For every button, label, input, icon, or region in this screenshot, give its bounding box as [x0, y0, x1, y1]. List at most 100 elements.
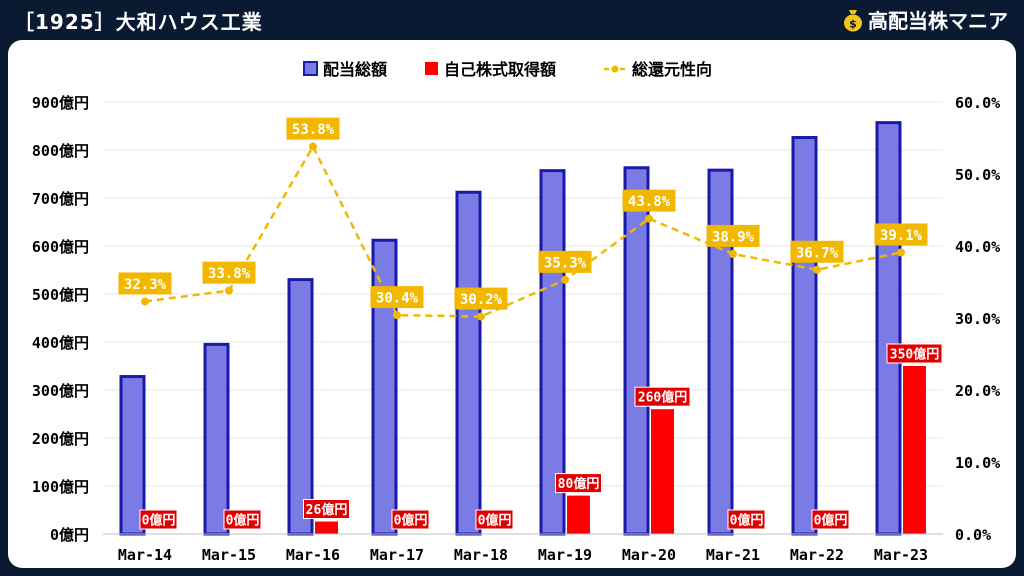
y-left-tick-label: 100億円	[32, 478, 89, 496]
y-left-tick-label: 300億円	[32, 382, 89, 400]
bar-dividend-total	[875, 121, 902, 536]
bar-dividend-total	[371, 238, 398, 536]
ratio-label: 36.7%	[796, 245, 839, 261]
buyback-label-bg	[391, 509, 430, 530]
brand: $ 高配当株マニア	[842, 5, 1008, 34]
y-right-tick-label: 30.0%	[955, 310, 1000, 328]
ratio-label-bg	[454, 287, 508, 310]
buyback-label: 0億円	[226, 513, 260, 529]
data-labels: 0億円 0億円 26億円 0億円 0億円 80億円 260億円 0億円 0億円 350億円 32.3…	[118, 117, 943, 530]
buyback-label-bg	[634, 386, 691, 407]
total-return-ratio-point	[645, 214, 653, 223]
combo-chart: 0億円 0億円 26億円 0億円 0億円 80億円 260億円 0億円 0億円 350億円 32.3…	[32, 60, 1000, 564]
ratio-label: 35.3%	[544, 255, 587, 271]
buyback-label-bg	[811, 509, 850, 530]
buyback-label: 0億円	[394, 513, 428, 529]
total-return-ratio-point	[561, 275, 569, 284]
x-tick-label: Mar-23	[874, 546, 928, 564]
ratio-label: 32.3%	[124, 277, 167, 293]
ratio-label-bg	[622, 189, 676, 212]
buyback-label: 0億円	[142, 513, 176, 529]
y-left-tick-label: 500億円	[32, 286, 89, 304]
ratio-label: 53.8%	[292, 122, 335, 138]
legend-label-buyback: 自己株式取得額	[444, 60, 556, 79]
y-right-tick-label: 40.0%	[955, 238, 1000, 256]
legend-label-ratio: 総還元性向	[632, 60, 712, 79]
y-right-tick-label: 60.0%	[955, 94, 1000, 112]
bar-dividend-total	[707, 168, 734, 536]
buyback-label-bg	[475, 509, 514, 530]
legend-swatch-buyback	[425, 62, 438, 75]
y-right-tick-label: 50.0%	[955, 166, 1000, 184]
ratio-label-bg	[538, 250, 592, 273]
ratio-label: 38.9%	[712, 229, 755, 245]
ratio-label: 39.1%	[880, 228, 923, 244]
bar-dividend-total	[455, 190, 482, 536]
buyback-label-bg	[727, 509, 766, 530]
legend[interactable]: 配当総額 自己株式取得額 総還元性向	[303, 60, 712, 79]
y-left-tick-label: 900億円	[32, 94, 89, 112]
y-right-tick-label: 20.0%	[955, 382, 1000, 400]
x-tick-label: Mar-17	[370, 546, 424, 564]
total-return-ratio-point	[897, 248, 905, 257]
buyback-label: 80億円	[558, 476, 600, 492]
y-left-tick-label: 800億円	[32, 142, 89, 160]
ratio-label-bg	[370, 286, 424, 309]
ratio-label-bg	[118, 272, 172, 295]
bar-dividend-total	[203, 342, 230, 536]
bars	[119, 121, 926, 536]
page-title: ［1925］大和ハウス工業	[14, 10, 263, 34]
total-return-ratio-line	[144, 144, 902, 318]
ratio-label: 30.4%	[376, 291, 419, 307]
y-right-tick-label: 0.0%	[955, 526, 991, 544]
ratio-label: 43.8%	[628, 194, 671, 210]
x-tick-label: Mar-18	[454, 546, 508, 564]
bar-share-buyback	[651, 409, 674, 534]
total-return-ratio-point	[141, 297, 149, 306]
x-tick-label: Mar-14	[118, 546, 172, 564]
x-tick-label: Mar-19	[538, 546, 592, 564]
buyback-label: 0億円	[478, 513, 512, 529]
total-return-ratio-point	[309, 142, 317, 151]
total-return-ratio-point	[393, 311, 401, 320]
legend-label-dividend: 配当総額	[323, 60, 387, 79]
y-left-tick-label: 400億円	[32, 334, 89, 352]
money-bag-icon: $	[844, 9, 862, 31]
total-return-ratio-point	[813, 265, 821, 274]
ratio-label-bg	[874, 223, 928, 246]
total-return-ratio-point	[477, 312, 485, 321]
buyback-label: 0億円	[814, 513, 848, 529]
y-left-tick-label: 0億円	[50, 526, 89, 544]
bar-dividend-total	[791, 136, 818, 536]
ratio-label-bg	[706, 224, 760, 247]
y-left-tick-label: 200億円	[32, 430, 89, 448]
total-return-ratio-point	[225, 286, 233, 295]
ratio-label: 30.2%	[460, 292, 503, 308]
brand-name: 高配当株マニア	[868, 9, 1008, 33]
total-return-ratio-point	[729, 249, 737, 258]
x-tick-label: Mar-22	[790, 546, 844, 564]
y-right-tick-label: 10.0%	[955, 454, 1000, 472]
chart-panel: 0億円 0億円 26億円 0億円 0億円 80億円 260億円 0億円 0億円 350億円 32.3…	[8, 40, 1016, 568]
buyback-label-bg	[223, 509, 262, 530]
y-left-tick-label: 700億円	[32, 190, 89, 208]
legend-swatch-dividend	[303, 61, 318, 76]
bar-share-buyback	[903, 366, 926, 534]
buyback-label: 26億円	[306, 502, 348, 518]
x-tick-label: Mar-15	[202, 546, 256, 564]
x-tick-label: Mar-21	[706, 546, 760, 564]
ratio-label-bg	[202, 261, 256, 284]
svg-text:$: $	[849, 17, 857, 30]
buyback-label-bg	[555, 473, 602, 494]
bar-dividend-total	[287, 278, 314, 536]
buyback-label-bg	[886, 343, 943, 364]
legend-swatch-ratio-marker	[611, 65, 619, 73]
axes: 0億円 100億円 200億円 300億円 400億円 500億円 600億円 700億円 80…	[32, 94, 1000, 564]
buyback-label-bg	[303, 499, 350, 520]
buyback-label: 260億円	[638, 390, 687, 406]
y-left-tick-label: 600億円	[32, 238, 89, 256]
ratio-label: 33.8%	[208, 266, 251, 282]
x-tick-label: Mar-20	[622, 546, 676, 564]
buyback-label-bg	[139, 509, 178, 530]
buyback-label: 350億円	[890, 347, 939, 363]
